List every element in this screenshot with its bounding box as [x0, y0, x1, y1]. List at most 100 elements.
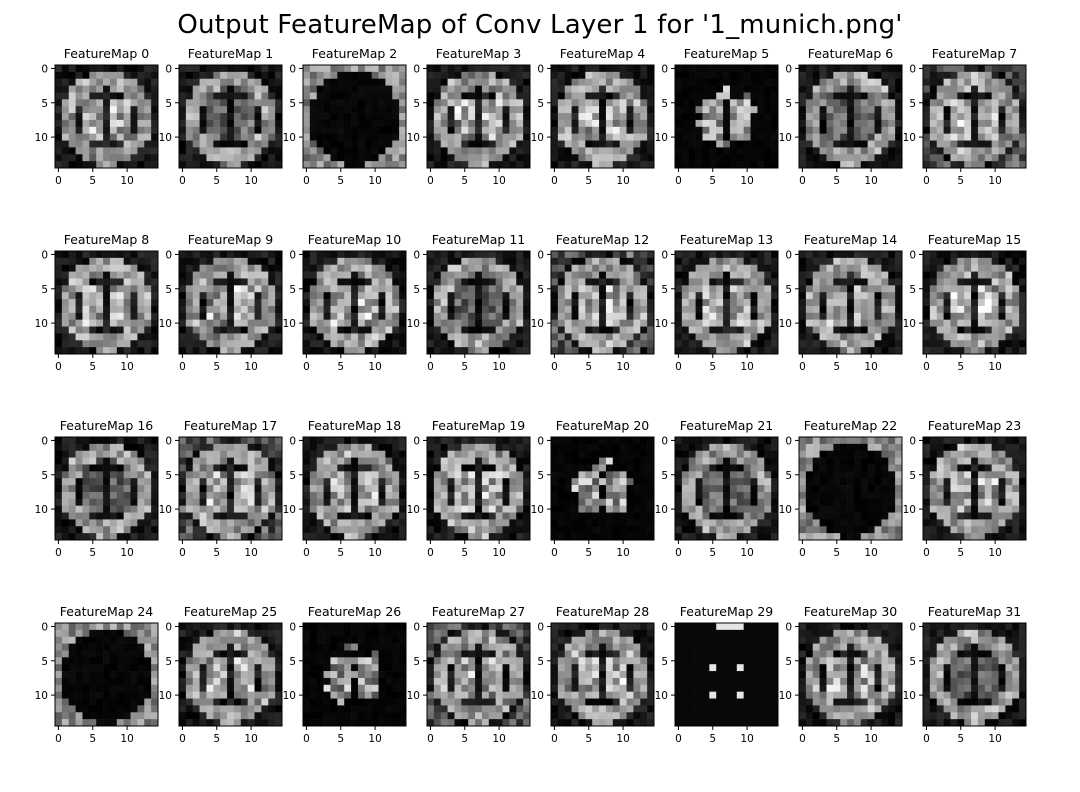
heatmap-cell: [495, 113, 503, 121]
heatmap-cell: [316, 119, 324, 128]
heatmap-cell: [192, 457, 200, 465]
heatmap-cell: [881, 154, 889, 162]
heatmap-cell: [130, 147, 138, 155]
heatmap-cell: [337, 271, 345, 279]
heatmap-cell: [144, 99, 152, 107]
heatmap-cell: [516, 437, 524, 445]
heatmap-cell: [61, 264, 70, 272]
heatmap-cell: [109, 333, 118, 341]
heatmap-cell: [330, 533, 338, 541]
heatmap-cell: [109, 512, 118, 520]
heatmap-cell: [233, 271, 242, 279]
y-tick-label: 0: [785, 63, 792, 75]
heatmap-cell: [185, 119, 194, 128]
heatmap-cell: [89, 251, 97, 259]
heatmap-cell: [447, 292, 455, 300]
heatmap-cell: [750, 147, 758, 155]
heatmap-cell: [440, 71, 448, 80]
heatmap-cell: [192, 464, 200, 472]
heatmap-cell: [488, 299, 496, 307]
heatmap-cell: [151, 305, 159, 314]
heatmap-cell: [82, 147, 90, 155]
heatmap-cell: [268, 154, 276, 162]
heatmap-cell: [977, 285, 986, 293]
heatmap-cell: [509, 512, 517, 520]
heatmap-cell: [805, 257, 814, 266]
heatmap-cell: [1005, 154, 1013, 162]
heatmap-cell: [75, 92, 83, 100]
heatmap-cell: [220, 147, 228, 155]
heatmap-cell: [853, 271, 862, 279]
heatmap-cell: [144, 278, 152, 286]
heatmap-cell: [833, 333, 841, 341]
heatmap-cell: [344, 491, 352, 500]
heatmap-cell: [227, 71, 235, 80]
heatmap-cell: [192, 533, 200, 541]
heatmap-cell: [103, 333, 111, 341]
heatmap-cell: [860, 154, 868, 162]
heatmap-cell: [1019, 126, 1027, 134]
heatmap-cell: [55, 443, 63, 452]
heatmap-cell: [923, 326, 931, 334]
heatmap-cell: [605, 285, 614, 293]
heatmap-cell: [309, 251, 318, 259]
heatmap-cell: [509, 154, 517, 162]
heatmap-cell: [847, 292, 855, 300]
heatmap-cell: [557, 485, 566, 493]
heatmap-cell: [771, 113, 779, 121]
heatmap-cell: [826, 119, 834, 128]
heatmap-cell: [1005, 126, 1013, 134]
heatmap-cell: [481, 99, 490, 107]
heatmap-cell: [888, 251, 896, 259]
heatmap-cell: [757, 140, 765, 148]
heatmap-cell: [964, 340, 972, 348]
heatmap-cell: [867, 285, 875, 293]
heatmap-cell: [103, 491, 111, 500]
heatmap-cell: [585, 147, 593, 155]
heatmap-cell: [357, 457, 366, 465]
heatmap-cell: [392, 106, 400, 114]
heatmap-cell: [716, 326, 724, 334]
heatmap-cell: [688, 333, 696, 341]
heatmap-cell: [185, 319, 194, 327]
heatmap-cell: [991, 133, 999, 141]
heatmap-cell: [68, 457, 76, 465]
heatmap-cell: [729, 312, 738, 320]
heatmap-cell: [640, 292, 648, 300]
heatmap-cell: [605, 333, 614, 341]
heatmap-cell: [757, 85, 765, 93]
heatmap-cell: [716, 333, 724, 341]
axes-frame: [54, 436, 159, 541]
heatmap-cell: [475, 519, 483, 527]
heatmap-cell: [1005, 271, 1013, 279]
heatmap-cell: [495, 326, 503, 334]
heatmap-cell: [233, 92, 242, 100]
heatmap-cell: [275, 512, 283, 520]
heatmap-cell: [847, 299, 855, 307]
heatmap-cell: [729, 333, 738, 341]
heatmap-cell: [681, 264, 690, 272]
heatmap-cell: [55, 437, 63, 445]
heatmap-cell: [964, 119, 972, 128]
heatmap-cell: [957, 85, 965, 93]
heatmap-cell: [385, 154, 393, 162]
x-tick-label: 10: [368, 175, 381, 187]
heatmap-cell: [323, 71, 331, 80]
heatmap-cell: [564, 133, 572, 141]
heatmap-cell: [440, 526, 448, 534]
heatmap-cell: [812, 347, 820, 355]
heatmap-cell: [213, 85, 221, 93]
heatmap-cell: [557, 278, 566, 286]
heatmap-cell: [213, 106, 221, 114]
heatmap-cell: [206, 319, 214, 327]
heatmap-cell: [826, 340, 834, 348]
heatmap-cell: [605, 437, 614, 445]
heatmap-cell: [929, 147, 938, 155]
heatmap-cell: [385, 512, 393, 520]
heatmap-cell: [371, 533, 379, 541]
heatmap-cell: [227, 154, 235, 162]
heatmap-cell: [385, 257, 393, 266]
heatmap-cell: [137, 491, 145, 500]
heatmap-cell: [475, 299, 483, 307]
